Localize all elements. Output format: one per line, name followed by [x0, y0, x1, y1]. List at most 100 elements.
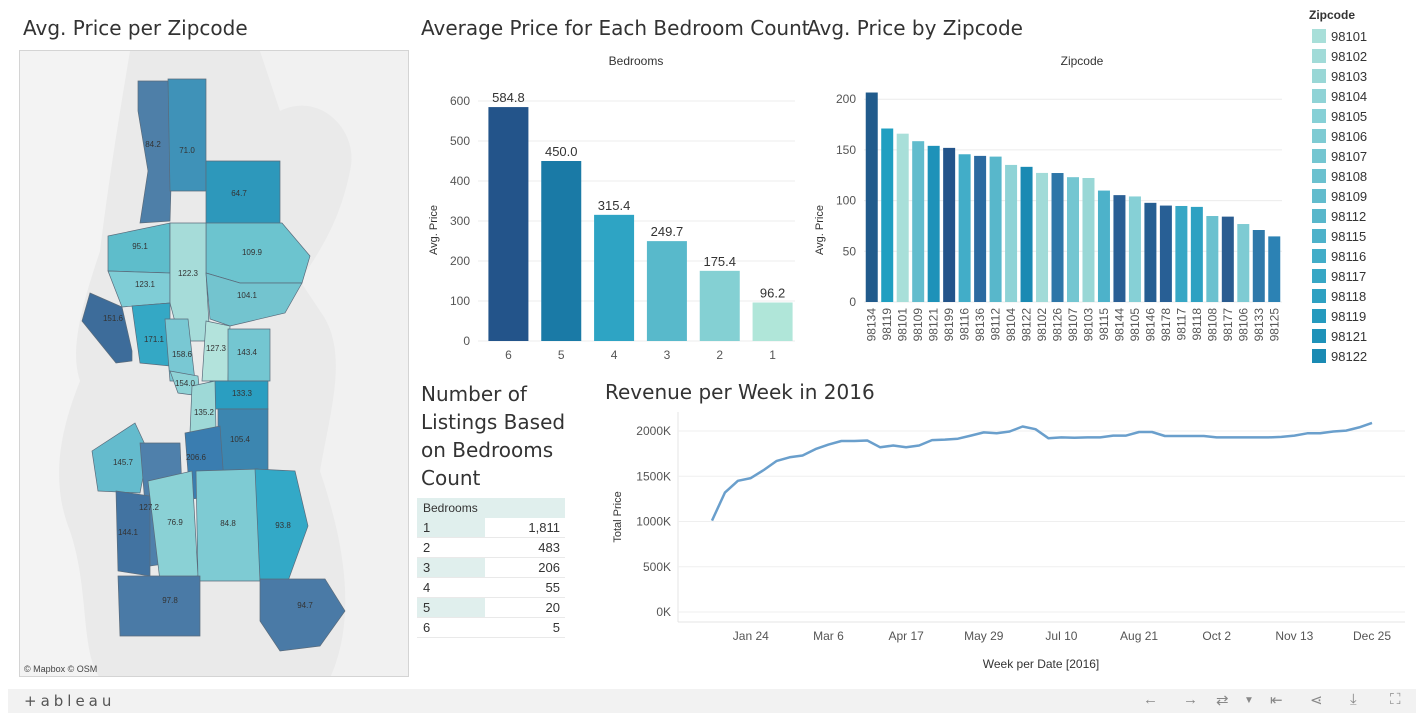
map-svg[interactable]: 84.2 71.0 64.7 95.1 109.9 123.1 122.3 104.1 151.… — [20, 51, 409, 677]
bar-bedrooms-6[interactable] — [488, 107, 529, 341]
bar-zip-98106[interactable] — [1237, 224, 1250, 302]
table-row[interactable]: 3 206 — [417, 558, 565, 578]
listings-table[interactable]: Bedrooms 1 1,811 2 483 3 206 4 55 5 20 6 5 — [417, 498, 565, 638]
zipcode-map[interactable]: 84.2 71.0 64.7 95.1 109.9 123.1 122.3 104.1 151.… — [19, 50, 409, 677]
legend-item[interactable]: 98119 — [1312, 308, 1366, 324]
bar-bedrooms-3[interactable] — [646, 241, 687, 341]
legend-item[interactable]: 98106 — [1312, 128, 1367, 144]
bar-zip-98104[interactable] — [1005, 164, 1018, 302]
bar-zip-98109[interactable] — [912, 141, 925, 302]
bar-zip-98116[interactable] — [958, 154, 971, 302]
table-cell-bedrooms: 6 — [423, 620, 431, 635]
bar-zip-98178[interactable] — [1159, 205, 1172, 302]
table-row[interactable]: 4 55 — [417, 578, 565, 598]
legend-swatch — [1312, 149, 1326, 163]
legend-item[interactable]: 98117 — [1312, 268, 1366, 284]
table-row[interactable]: 1 1,811 — [417, 518, 565, 538]
legend-item[interactable]: 98109 — [1312, 188, 1367, 204]
bar-zip-98126[interactable] — [1051, 173, 1064, 302]
revenue-line-chart[interactable]: 0K 500K 1000K 1500K 2000K Total Price Jan 24 Ma… — [600, 412, 1410, 676]
bar-zip-98118[interactable] — [1190, 206, 1203, 302]
legend-item[interactable]: 98105 — [1312, 108, 1367, 124]
zip-region-label: 97.8 — [162, 596, 178, 605]
fullscreen-icon[interactable]: ⛶ — [1390, 691, 1401, 708]
bar-zip-98119[interactable] — [881, 128, 894, 302]
legend-item[interactable]: 98121 — [1312, 328, 1367, 344]
legend-item[interactable]: 98118 — [1312, 288, 1366, 304]
zip-region[interactable] — [259, 578, 346, 652]
zip-region-label: 133.3 — [232, 389, 253, 398]
table-row[interactable]: 2 483 — [417, 538, 565, 558]
bar-zip-98144[interactable] — [1113, 195, 1126, 302]
bar-zip-98108[interactable] — [1206, 216, 1219, 302]
tableau-logo[interactable]: +ableau — [24, 692, 116, 710]
bar-zip-98102[interactable] — [1036, 172, 1049, 302]
redo-icon[interactable]: → — [1183, 691, 1198, 708]
legend-item[interactable]: 98112 — [1312, 208, 1366, 224]
legend-item[interactable]: 98122 — [1312, 348, 1367, 364]
x-tick-label: 98108 — [1205, 308, 1219, 342]
legend-item[interactable]: 98108 — [1312, 168, 1367, 184]
legend-item[interactable]: 98101 — [1312, 28, 1367, 44]
legend-item[interactable]: 98104 — [1312, 88, 1367, 104]
y-tick-label: 0 — [463, 334, 470, 348]
bar-zip-98101[interactable] — [896, 133, 909, 302]
zip-region[interactable] — [227, 328, 271, 382]
legend-label: 98104 — [1331, 88, 1368, 104]
bar-zip-98199[interactable] — [943, 147, 956, 302]
reset-icon[interactable]: ⇤ — [1270, 692, 1283, 709]
bar-bedrooms-1[interactable] — [752, 302, 793, 341]
x-tick-label: 98121 — [927, 308, 941, 342]
legend-item[interactable]: 98102 — [1312, 48, 1367, 64]
revenue-line[interactable] — [710, 421, 1373, 522]
zip-region[interactable] — [205, 272, 303, 327]
bar-zip-98103[interactable] — [1082, 177, 1095, 302]
bar-zip-98133[interactable] — [1252, 230, 1265, 302]
bar-zip-98121[interactable] — [927, 145, 940, 302]
bar-zip-98134[interactable] — [865, 92, 878, 302]
zip-region-label: 64.7 — [231, 189, 247, 198]
download-icon[interactable]: ⤓ — [1350, 691, 1357, 708]
bar-bedrooms-2[interactable] — [699, 270, 740, 341]
legend-swatch — [1312, 49, 1326, 63]
zip-region[interactable] — [81, 292, 133, 364]
revert-icon[interactable]: ⇄ — [1216, 692, 1229, 709]
listings-table-header: Bedrooms — [417, 498, 565, 518]
bar-zip-98112[interactable] — [989, 156, 1002, 302]
zip-region-label: 94.7 — [297, 601, 313, 610]
listings-title-line3: on Bedrooms — [421, 438, 554, 462]
zip-region[interactable] — [254, 468, 309, 582]
legend-item[interactable]: 98116 — [1312, 248, 1366, 264]
bar-zip-98105[interactable] — [1128, 196, 1141, 302]
x-tick-label: 98102 — [1035, 308, 1049, 342]
bar-zip-98177[interactable] — [1221, 216, 1234, 302]
y-tick-label: 50 — [843, 244, 857, 258]
bar-zip-98125[interactable] — [1268, 236, 1281, 302]
legend-item[interactable]: 98103 — [1312, 68, 1367, 84]
zip-region[interactable] — [189, 380, 217, 434]
bar-zip-98115[interactable] — [1097, 190, 1110, 302]
legend-label: 98115 — [1331, 228, 1367, 244]
bar-zip-98136[interactable] — [974, 155, 987, 302]
bar-zip-98122[interactable] — [1020, 166, 1033, 302]
share-icon[interactable]: ⋖ — [1310, 692, 1323, 709]
revert-dropdown-icon[interactable]: ▼ — [1244, 695, 1254, 706]
zip-region-label: 145.7 — [113, 458, 134, 467]
bar-zip-98117[interactable] — [1175, 205, 1188, 302]
listings-title-line1: Number of — [421, 382, 527, 406]
legend-title: Zipcode — [1309, 8, 1356, 22]
x-tick-label: 5 — [558, 348, 565, 362]
bar-bedrooms-4[interactable] — [594, 214, 635, 341]
bar-zip-98107[interactable] — [1067, 177, 1079, 302]
legend-item[interactable]: 98107 — [1312, 148, 1367, 164]
bedroom-bar-chart[interactable]: Bedrooms Avg. Price 0100200300400500600 … — [420, 50, 800, 370]
table-row[interactable]: 5 20 — [417, 598, 565, 618]
zip-region[interactable] — [117, 575, 201, 637]
legend-item[interactable]: 98115 — [1312, 228, 1366, 244]
bar-bedrooms-5[interactable] — [541, 161, 582, 341]
undo-icon[interactable]: ← — [1143, 691, 1158, 708]
zip-region[interactable] — [167, 78, 207, 192]
bar-zip-98146[interactable] — [1144, 202, 1157, 302]
